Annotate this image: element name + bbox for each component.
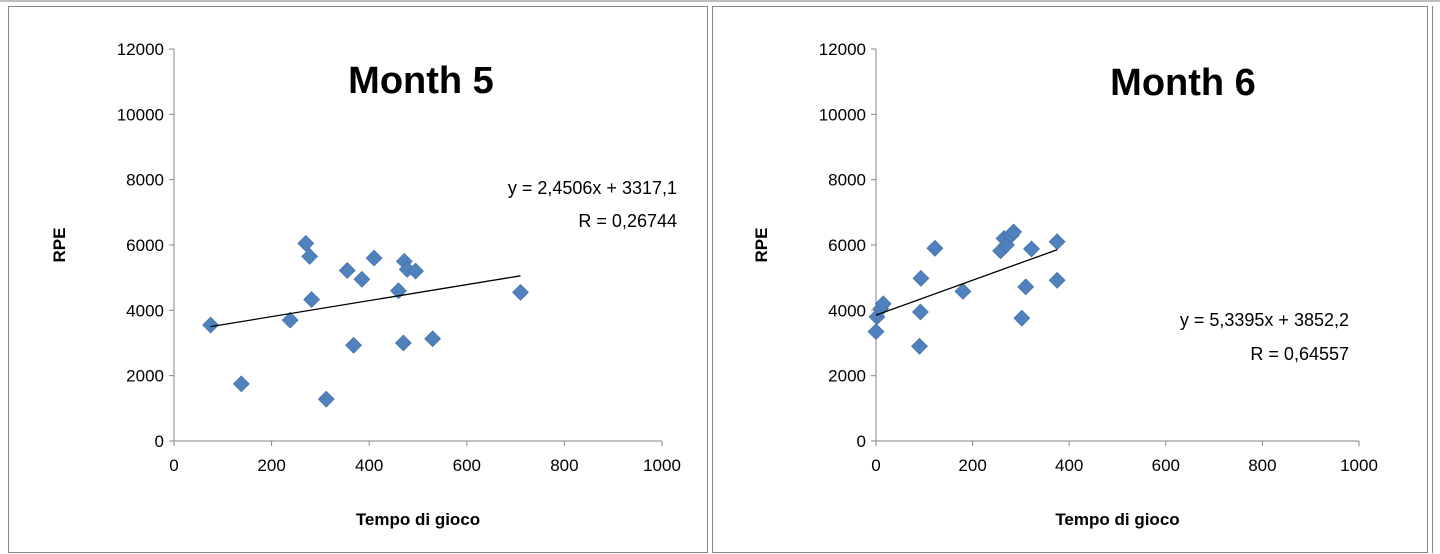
data-point (202, 316, 220, 334)
chart-panel-month-6: 0 2000 4000 6000 8000 10000 12000 0 200 400 600 800… (712, 6, 1428, 553)
data-point (912, 269, 930, 287)
y-tick-label: 6000 (828, 236, 866, 255)
correlation-label: R = 0,64557 (1250, 344, 1349, 364)
data-point (911, 337, 928, 355)
data-point (297, 234, 315, 252)
data-point (954, 282, 972, 300)
data-point (301, 248, 319, 265)
scatter-chart-month-6: 0 2000 4000 6000 8000 10000 12000 0 200 400 600 800… (752, 40, 1378, 529)
y-tick-label: 4000 (828, 301, 866, 320)
scatter-chart-month-5: 0 2000 4000 6000 8000 10000 12000 0 200 400 600 800… (50, 40, 681, 529)
data-point (317, 390, 335, 408)
x-tick-label: 0 (871, 456, 880, 475)
data-point (345, 336, 363, 354)
x-axis-label: Tempo di gioco (356, 510, 480, 529)
data-point (281, 311, 299, 329)
chart-title: Month 6 (1110, 62, 1256, 104)
data-point (365, 249, 383, 267)
chart-panel-month-5: 0 2000 4000 6000 8000 10000 12000 0 200 400 600 800… (8, 6, 708, 553)
data-point (303, 291, 321, 308)
chart-title: Month 5 (348, 60, 494, 102)
x-tick-label: 1000 (1340, 456, 1378, 475)
data-point (874, 295, 892, 313)
y-tick-label: 12000 (117, 40, 164, 59)
x-tick-label: 400 (1055, 456, 1083, 475)
data-point (1023, 240, 1040, 258)
data-point (1048, 233, 1066, 251)
x-axis-label: Tempo di gioco (1055, 510, 1179, 529)
trendline-equation: y = 2,4506x + 3317,1 (508, 178, 677, 198)
x-tick-label: 0 (169, 456, 178, 475)
data-point (1013, 309, 1031, 327)
data-point (867, 323, 885, 340)
data-point (353, 270, 371, 288)
trendline-equation: y = 5,3395x + 3852,2 (1180, 310, 1349, 330)
data-point (1017, 278, 1035, 296)
y-tick-label: 12000 (819, 40, 866, 59)
y-axis-label: RPE (50, 228, 69, 263)
y-tick-label: 2000 (828, 367, 866, 386)
y-tick-label: 4000 (126, 301, 164, 320)
x-tick-label: 600 (453, 456, 481, 475)
x-tick-label: 1000 (643, 456, 681, 475)
data-point (424, 330, 442, 348)
x-tick-label: 800 (1248, 456, 1276, 475)
y-tick-label: 0 (857, 432, 866, 451)
x-tick-label: 600 (1152, 456, 1180, 475)
window-edge (1432, 6, 1433, 553)
data-point (232, 375, 250, 393)
data-point (912, 303, 929, 321)
y-tick-label: 8000 (828, 171, 866, 190)
data-point (512, 283, 529, 301)
y-tick-label: 10000 (117, 105, 164, 124)
y-tick-label: 2000 (126, 367, 164, 386)
x-tick-label: 400 (355, 456, 383, 475)
x-tick-label: 200 (958, 456, 986, 475)
correlation-label: R = 0,26744 (578, 211, 677, 231)
trendline (210, 275, 521, 328)
data-point (394, 334, 412, 352)
top-rule (0, 0, 1440, 2)
y-tick-label: 0 (155, 432, 164, 451)
data-point (1005, 223, 1023, 241)
data-point (1048, 271, 1066, 289)
data-point (338, 262, 356, 279)
x-tick-label: 200 (257, 456, 285, 475)
y-axis-label: RPE (752, 228, 771, 263)
data-point (926, 239, 944, 257)
y-tick-label: 10000 (819, 105, 866, 124)
x-tick-label: 800 (550, 456, 578, 475)
y-tick-label: 6000 (126, 236, 164, 255)
trendline (875, 249, 1058, 316)
y-tick-label: 8000 (126, 171, 164, 190)
data-point (407, 262, 424, 280)
